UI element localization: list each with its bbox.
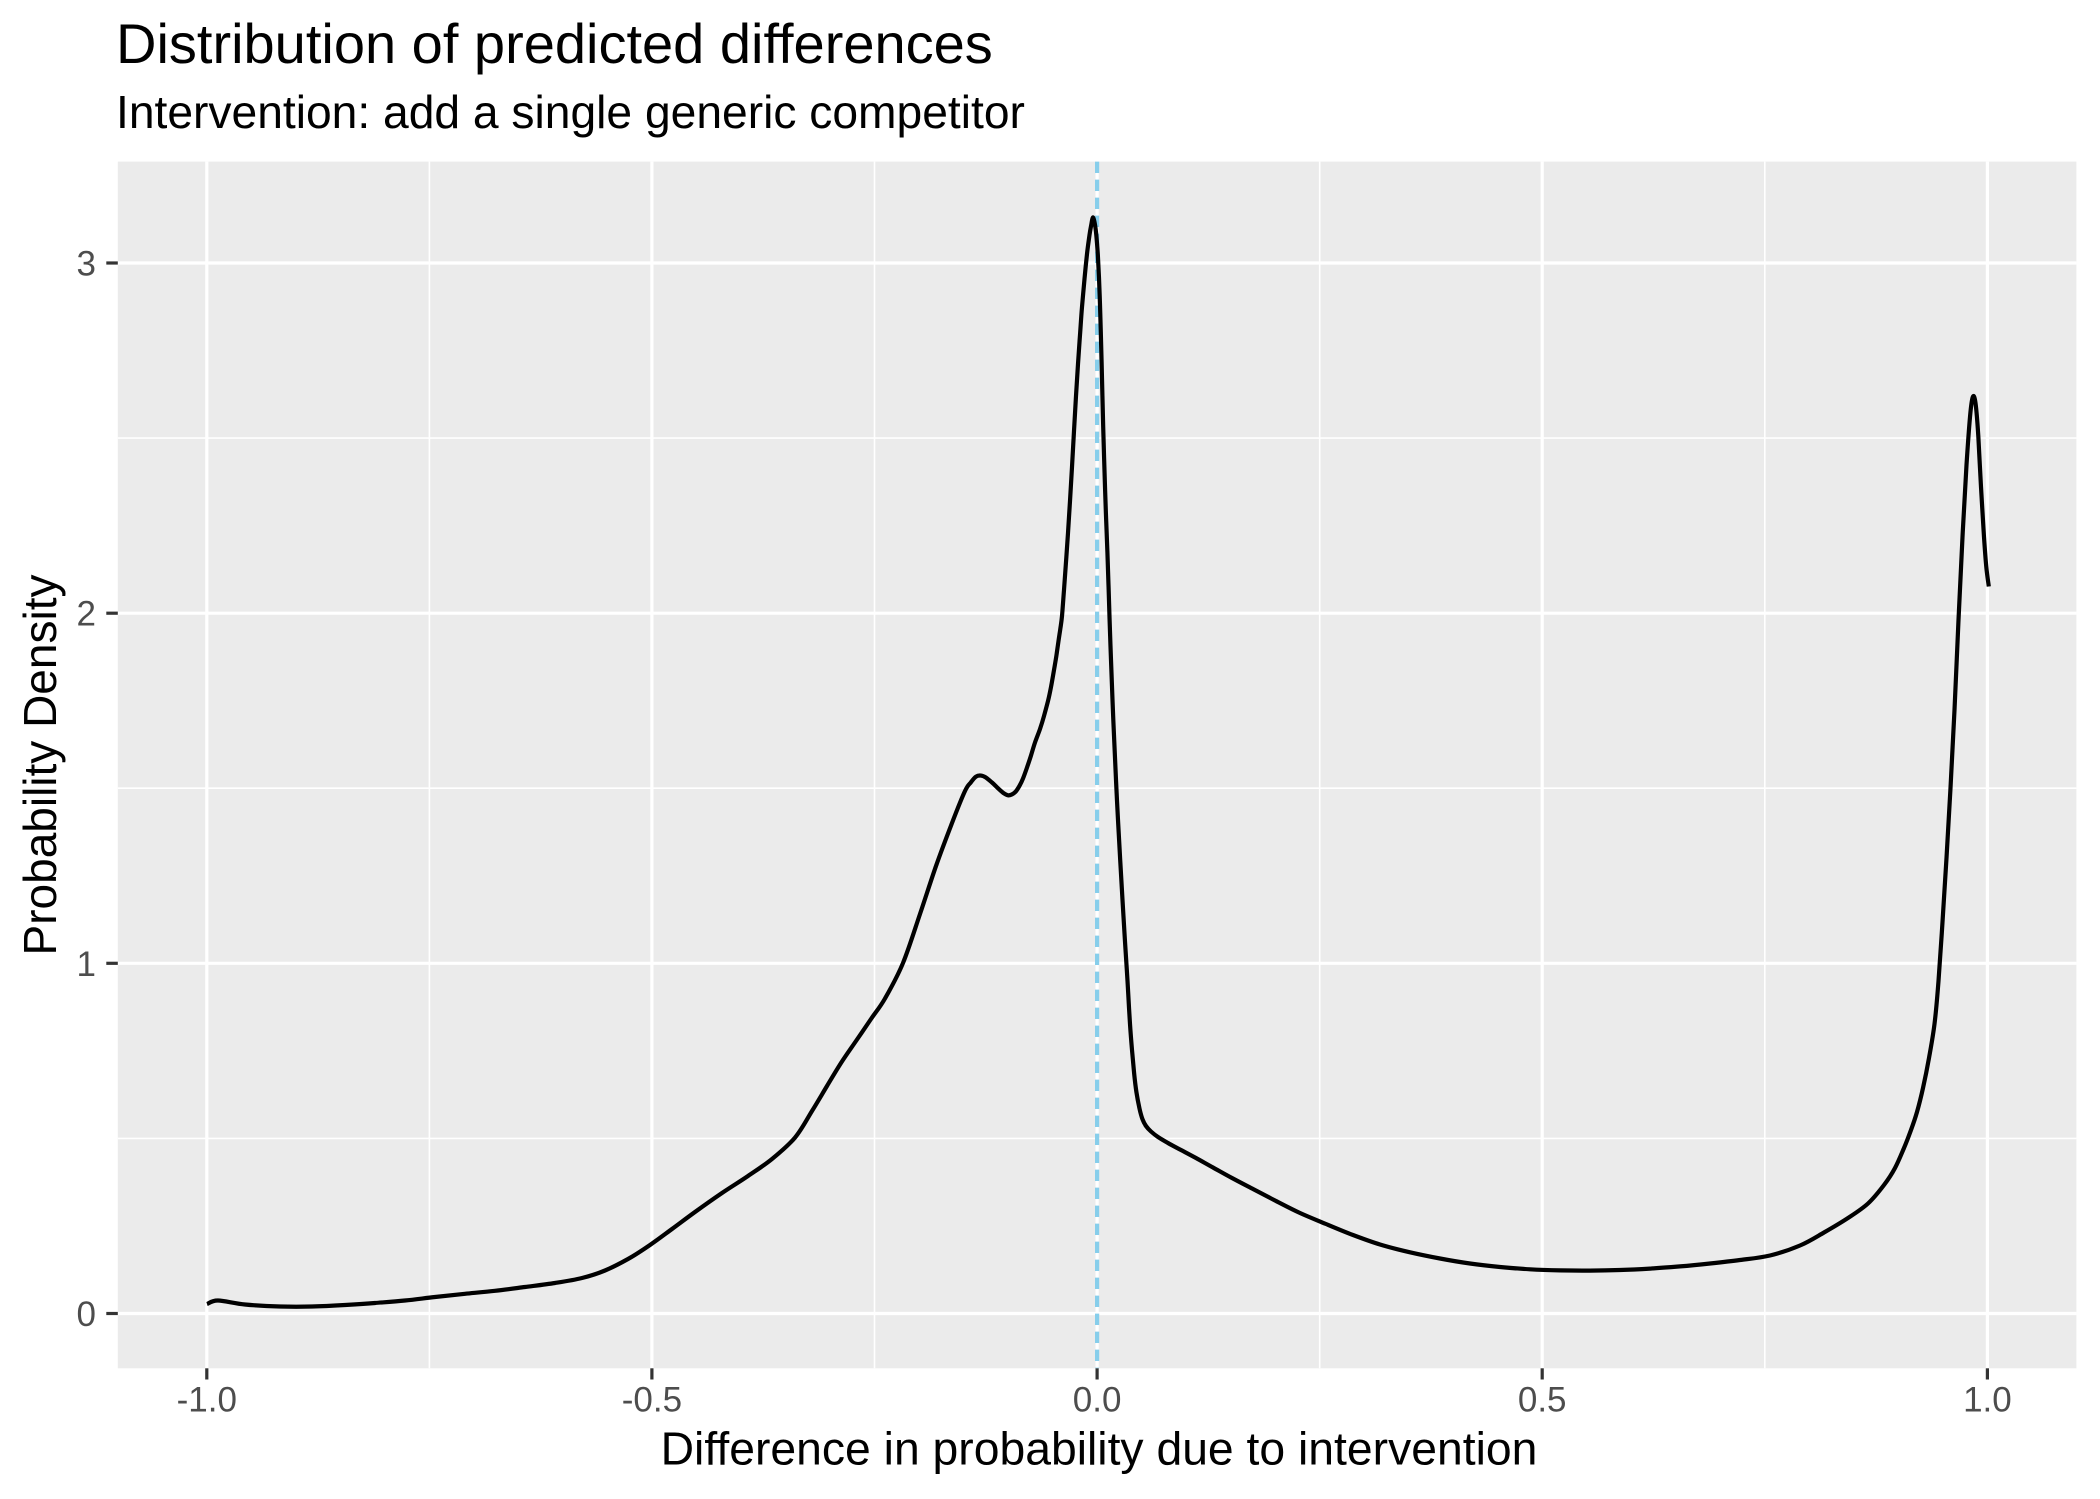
svg-text:3: 3 [77, 245, 96, 284]
svg-text:0.0: 0.0 [1073, 1381, 1122, 1420]
svg-text:0.5: 0.5 [1518, 1381, 1567, 1420]
svg-text:1.0: 1.0 [1963, 1381, 2012, 1420]
svg-text:-0.5: -0.5 [622, 1381, 682, 1420]
svg-text:2: 2 [77, 595, 96, 634]
svg-text:-1.0: -1.0 [177, 1381, 237, 1420]
svg-text:Probability Density: Probability Density [14, 575, 66, 956]
svg-text:Intervention: add a single gen: Intervention: add a single generic compe… [116, 86, 1025, 138]
svg-text:1: 1 [77, 945, 96, 984]
svg-text:0: 0 [77, 1295, 96, 1334]
svg-text:Distribution of predicted diff: Distribution of predicted differences [116, 12, 993, 75]
svg-text:Difference in probability due: Difference in probability due to interve… [661, 1423, 1538, 1475]
